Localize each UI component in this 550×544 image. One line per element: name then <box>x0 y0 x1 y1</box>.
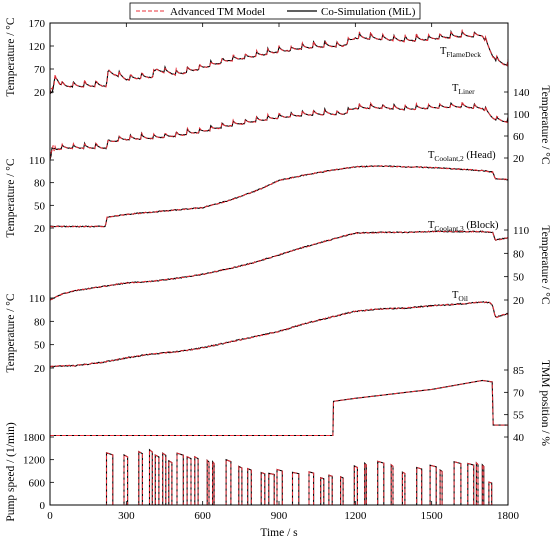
plot-area <box>49 29 509 506</box>
y-tick-label-pump: 600 <box>29 477 46 489</box>
x-tick-label: 600 <box>194 510 211 522</box>
legend: Advanced TM Model Co-Simulation (MiL) <box>129 2 421 20</box>
x-tick-label: 300 <box>118 510 135 522</box>
x-tick-label: 1200 <box>344 510 367 522</box>
y-tick-label-coolant_block: 110 <box>513 225 530 237</box>
y-axis-label-pump: Pump speed / (1/min) <box>5 422 17 522</box>
x-tick-label: 1800 <box>497 510 520 522</box>
series-line-mil-tmm <box>50 379 508 437</box>
x-tick-label: 0 <box>47 510 53 522</box>
series-line-model-flamedeck <box>49 29 509 95</box>
series-line-model-coolant_block <box>49 230 509 301</box>
series-line-mil-liner <box>49 101 509 160</box>
y-tick-label-flamedeck: 70 <box>34 64 46 76</box>
x-tick-label: 1500 <box>421 510 444 522</box>
y-tick-label-oil: 20 <box>34 363 46 375</box>
y-tick-label-flamedeck: 170 <box>29 18 46 30</box>
legend-box <box>129 2 421 20</box>
y-tick-label-tmm: 85 <box>513 365 525 377</box>
y-tick-label-coolant_head: 80 <box>34 178 46 190</box>
y-tick-label-coolant_head: 110 <box>29 155 46 167</box>
y-tick-label-liner: 20 <box>513 153 525 165</box>
y-tick-label-flamedeck: 20 <box>34 87 46 99</box>
y-tick-label-coolant_block: 20 <box>513 295 525 307</box>
legend-label-model: Advanced TM Model <box>170 6 265 18</box>
series-line-mil-pump <box>50 448 508 506</box>
x-axis-label: Time / s <box>260 527 298 539</box>
legend-label-mil: Co-Simulation (MiL) <box>321 6 416 18</box>
series-line-mil-oil <box>49 301 508 368</box>
annotations: TFlameDeck TLiner TCoolant,2 (Head) TCoolan… <box>428 46 499 303</box>
y-tick-label-coolant_block: 80 <box>513 248 525 260</box>
series-line-model-tmm <box>50 379 508 436</box>
y-tick-label-coolant_head: 20 <box>34 223 46 235</box>
y-tick-label-tmm: 55 <box>513 410 525 422</box>
series-line-model-coolant_head <box>49 165 509 228</box>
y-tick-label-coolant_head: 50 <box>34 200 46 212</box>
y-tick-label-pump: 0 <box>40 500 46 512</box>
y-tick-label-flamedeck: 120 <box>29 41 46 53</box>
y-tick-label-liner: 140 <box>513 87 530 99</box>
y-tick-label-tmm: 70 <box>513 387 525 399</box>
series-annotation-coolant_head: TCoolant,2 (Head) <box>428 150 496 163</box>
y-axis-label-coolant_block: Temperature / °C <box>539 225 550 304</box>
series-annotation-coolant_block: TCoolant,3 (Block) <box>428 220 499 233</box>
y-tick-label-liner: 60 <box>513 131 525 143</box>
y-axis-label-flamedeck: Temperature / °C <box>5 17 17 96</box>
y-tick-label-liner: 100 <box>513 109 530 121</box>
series-line-mil-coolant_block <box>49 230 508 301</box>
y-tick-label-oil: 80 <box>34 316 46 328</box>
y-axis-label-liner: Temperature / °C <box>539 85 550 164</box>
series-line-model-pump <box>50 448 508 506</box>
y-tick-label-tmm: 40 <box>513 432 525 444</box>
y-tick-label-coolant_block: 50 <box>513 272 525 284</box>
x-tick-label: 900 <box>271 510 288 522</box>
series-line-mil-flamedeck <box>49 29 509 95</box>
series-line-mil-coolant_head <box>49 165 509 228</box>
y-axis-label-coolant_head: Temperature / °C <box>5 158 17 237</box>
plot-frame <box>49 22 509 506</box>
series-annotation-oil: TOil <box>452 290 468 303</box>
y-axis-label-tmm: TMM position / % <box>539 360 550 446</box>
y-tick-label-oil: 110 <box>29 293 46 305</box>
series-line-model-liner <box>49 99 509 160</box>
series-annotation-flamedeck: TFlameDeck <box>440 46 481 59</box>
series-annotation-liner: TLiner <box>452 83 475 96</box>
y-tick-label-oil: 50 <box>34 340 46 352</box>
series-line-model-oil <box>49 301 509 368</box>
y-axis-label-oil: Temperature / °C <box>5 293 17 372</box>
y-tick-label-pump: 1200 <box>23 455 46 467</box>
y-tick-label-pump: 1800 <box>23 432 46 444</box>
